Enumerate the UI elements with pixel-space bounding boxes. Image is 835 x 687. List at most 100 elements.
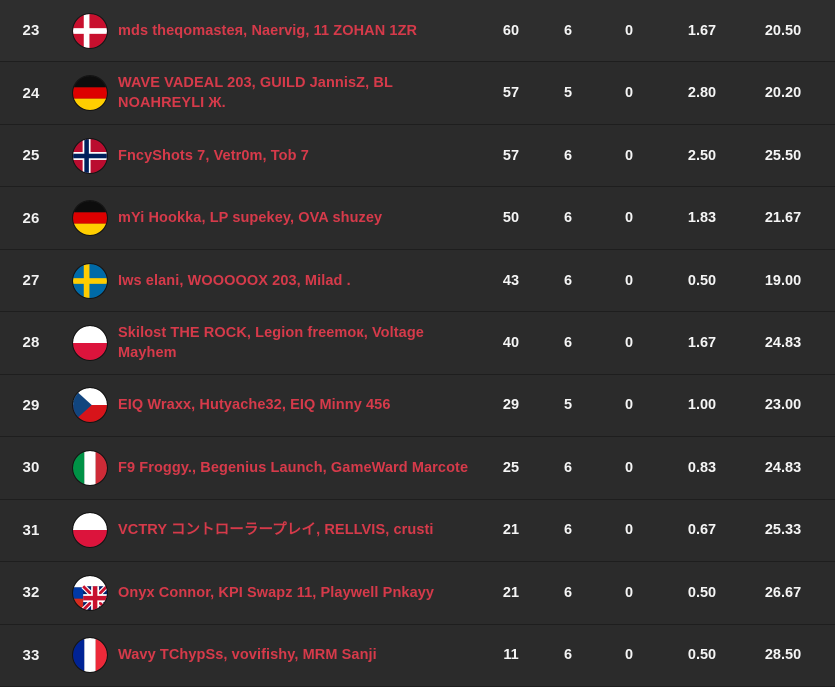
time-cell: 23.00 xyxy=(764,397,802,414)
team-name-link[interactable]: Skilost THE ROCK, Legion freemoк, Voltag… xyxy=(118,324,424,361)
zeros-cell: 0 xyxy=(624,22,634,39)
average-cell: 0.83 xyxy=(687,459,717,476)
germany-flag-icon xyxy=(73,201,107,236)
rank-cell: 29 xyxy=(22,396,40,414)
average-cell: 2.80 xyxy=(687,85,717,102)
rank-cell: 28 xyxy=(22,334,40,352)
team-name-link[interactable]: FncyShots 7, Vetr0m, Tob 7 xyxy=(118,147,309,164)
time-cell: 25.33 xyxy=(764,522,802,539)
average-cell: 1.00 xyxy=(687,397,717,414)
points-cell: 40 xyxy=(502,334,520,351)
time-cell: 19.00 xyxy=(764,272,802,289)
table-row[interactable]: 28 Skilost THE ROCK, Legion freemoк, Volt… xyxy=(0,312,835,375)
table-row[interactable]: 29 EIQ Wraxx, Hutyache32, EIQ Minny 456 29… xyxy=(0,374,835,438)
time-cell: 20.50 xyxy=(764,22,802,39)
games-cell: 6 xyxy=(563,522,573,539)
flag-cell xyxy=(62,138,118,173)
table-row[interactable]: 27 Iws elani, WOOOOOX 203, Milad . 43 6 0 0.5… xyxy=(0,249,835,313)
games-cell: 6 xyxy=(563,334,573,351)
games-cell: 6 xyxy=(563,147,573,164)
flag-cell xyxy=(62,450,118,485)
team-name-link[interactable]: WAVE VADEAL 203, GUILD JannisZ, BL NOAHR… xyxy=(118,75,393,112)
points-cell: 21 xyxy=(502,584,520,601)
team-name-link[interactable]: mYi Hookka, LP supekey, OVA shuzey xyxy=(118,210,383,227)
time-cell: 21.67 xyxy=(764,210,802,227)
zeros-cell: 0 xyxy=(624,272,634,289)
average-cell: 1.67 xyxy=(687,334,717,351)
team-name-link[interactable]: Wavy TChypSs, vovifishy, MRM Sanji xyxy=(118,647,377,664)
rank-cell: 33 xyxy=(22,646,40,664)
time-cell: 20.20 xyxy=(764,85,802,102)
flag-cell xyxy=(62,388,118,423)
rank-cell: 26 xyxy=(22,209,40,227)
games-cell: 5 xyxy=(563,85,573,102)
italy-flag-icon xyxy=(73,450,107,485)
team-name-link[interactable]: F9 Froggy., Begenius Launch, GameWard Ma… xyxy=(118,459,469,476)
denmark-flag-icon xyxy=(73,13,107,48)
zeros-cell: 0 xyxy=(624,85,634,102)
zeros-cell: 0 xyxy=(624,147,634,164)
table-row[interactable]: 23 mds theqomasteя, Naervig, 11 ZOHAN 1ZR… xyxy=(0,0,835,63)
team-name-link[interactable]: Iws elani, WOOOOOX 203, Milad . xyxy=(118,272,351,289)
team-name-link[interactable]: EIQ Wraxx, Hutyache32, EIQ Minny 456 xyxy=(118,397,391,414)
time-cell: 24.83 xyxy=(764,334,802,351)
points-cell: 57 xyxy=(502,147,520,164)
flag-cell xyxy=(62,263,118,298)
games-cell: 6 xyxy=(563,22,573,39)
norway-flag-icon xyxy=(73,138,107,173)
zeros-cell: 0 xyxy=(624,210,634,227)
poland-flag-icon xyxy=(73,513,107,548)
games-cell: 6 xyxy=(563,459,573,476)
france-flag-icon xyxy=(73,638,107,673)
zeros-cell: 0 xyxy=(624,584,634,601)
team-name-link[interactable]: Onyx Connor, KPI Swapz 11, Playwell Pnka… xyxy=(118,584,435,601)
average-cell: 2.50 xyxy=(687,147,717,164)
table-row[interactable]: 24 WAVE VADEAL 203, GUILD JannisZ, BL NOA… xyxy=(0,62,835,125)
flag-cell xyxy=(62,513,118,548)
rank-cell: 30 xyxy=(22,459,40,477)
time-cell: 24.83 xyxy=(764,459,802,476)
points-cell: 25 xyxy=(502,459,520,476)
rank-cell: 31 xyxy=(22,521,40,539)
points-cell: 60 xyxy=(502,22,520,39)
average-cell: 0.50 xyxy=(687,584,717,601)
table-row[interactable]: 25 FncyShots 7, Vetr0m, Tob 7 57 6 0 2.50 25.5… xyxy=(0,124,835,188)
flag-cell xyxy=(62,575,118,610)
rank-cell: 24 xyxy=(22,84,40,102)
team-name-link[interactable]: VCTRY コントローラープレイ, RELLVIS, crusti xyxy=(118,522,434,539)
flag-cell xyxy=(62,76,118,111)
games-cell: 6 xyxy=(563,647,573,664)
team-name-link[interactable]: mds theqomasteя, Naervig, 11 ZOHAN 1ZR xyxy=(118,22,418,39)
points-cell: 57 xyxy=(502,85,520,102)
rank-cell: 27 xyxy=(22,272,40,290)
average-cell: 0.50 xyxy=(687,647,717,664)
average-cell: 0.67 xyxy=(687,522,717,539)
points-cell: 21 xyxy=(502,522,520,539)
table-row[interactable]: 31 VCTRY コントローラープレイ, RELLVIS, crusti 21 6 0 0… xyxy=(0,499,835,563)
table-row[interactable]: 30 F9 Froggy., Begenius Launch, GameWard … xyxy=(0,437,835,500)
games-cell: 6 xyxy=(563,584,573,601)
average-cell: 0.50 xyxy=(687,272,717,289)
games-cell: 6 xyxy=(563,272,573,289)
flag-cell xyxy=(62,201,118,236)
rank-cell: 23 xyxy=(22,22,40,40)
zeros-cell: 0 xyxy=(624,459,634,476)
zeros-cell: 0 xyxy=(624,647,634,664)
time-cell: 26.67 xyxy=(764,584,802,601)
zeros-cell: 0 xyxy=(624,334,634,351)
games-cell: 5 xyxy=(563,397,573,414)
table-row[interactable]: 26 mYi Hookka, LP supekey, OVA shuzey 50 6 0… xyxy=(0,187,835,250)
flag-cell xyxy=(62,638,118,673)
table-row[interactable]: 33 Wavy TChypSs, vovifishy, MRM Sanji 11 6 0… xyxy=(0,624,835,687)
germany-flag-icon xyxy=(73,76,107,111)
games-cell: 6 xyxy=(563,210,573,227)
zeros-cell: 0 xyxy=(624,522,634,539)
flag-cell xyxy=(62,325,118,360)
points-cell: 29 xyxy=(502,397,520,414)
points-cell: 50 xyxy=(502,210,520,227)
sweden-flag-icon xyxy=(73,263,107,298)
points-cell: 11 xyxy=(503,647,519,664)
rank-cell: 32 xyxy=(22,584,40,602)
table-row[interactable]: 32 Onyx Connor, KPI Swapz 11, Playwell Pn… xyxy=(0,562,835,625)
